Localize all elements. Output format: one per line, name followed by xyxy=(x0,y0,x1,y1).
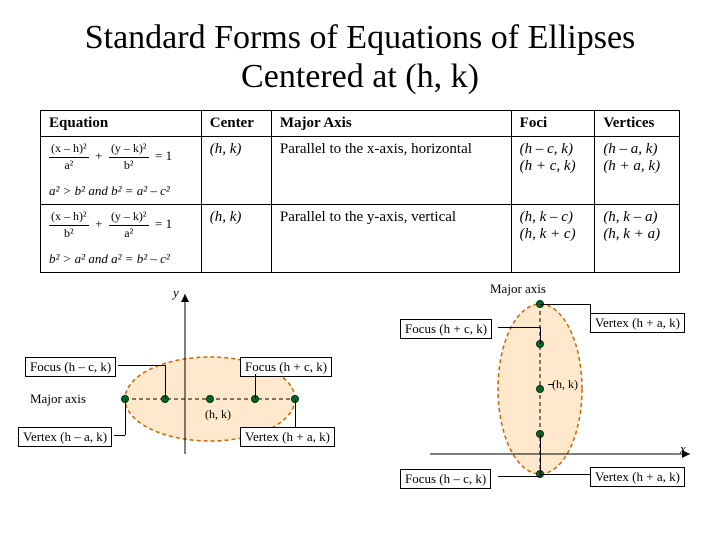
cell-foci: (h – c, k) (h + c, k) xyxy=(511,137,595,205)
center-label-right: (h, k) xyxy=(552,377,578,392)
condition-text: b² > a² and a² = b² – c² xyxy=(49,251,193,268)
major-axis-label-left: Major axis xyxy=(30,391,86,407)
vertex-right-label: Vertex (h + a, k) xyxy=(240,427,335,447)
col-major-axis: Major Axis xyxy=(271,111,511,137)
cell-axis: Parallel to the y-axis, vertical xyxy=(271,205,511,273)
focus-left-label: Focus (h – c, k) xyxy=(25,357,116,377)
x-axis-label: x xyxy=(680,441,686,457)
cell-equation: (x – h)²a² + (y – k)²b² = 1 a² > b² and … xyxy=(41,137,202,205)
col-foci: Foci xyxy=(511,111,595,137)
center-label-left: (h, k) xyxy=(205,407,231,422)
vertex-top-label-right: Vertex (h + a, k) xyxy=(590,313,685,333)
vertex-left-label: Vertex (h – a, k) xyxy=(18,427,112,447)
y-axis-label: y xyxy=(173,285,179,301)
focus-right-label: Focus (h + c, k) xyxy=(240,357,332,377)
condition-text: a² > b² and b² = a² – c² xyxy=(49,183,193,200)
page-title: Standard Forms of Equations of Ellipses … xyxy=(40,18,680,96)
major-axis-label-right: Major axis xyxy=(490,281,546,297)
equations-table: Equation Center Major Axis Foci Vertices… xyxy=(40,110,680,273)
cell-foci: (h, k – c) (h, k + c) xyxy=(511,205,595,273)
table-row: (x – h)²b² + (y – k)²a² = 1 b² > a² and … xyxy=(41,205,680,273)
col-equation: Equation xyxy=(41,111,202,137)
vertex-bottom-label-right: Vertex (h + a, k) xyxy=(590,467,685,487)
cell-axis: Parallel to the x-axis, horizontal xyxy=(271,137,511,205)
cell-equation: (x – h)²b² + (y – k)²a² = 1 b² > a² and … xyxy=(41,205,202,273)
diagrams-area: y Focus (h – c, k) Major axis Vertex (h … xyxy=(0,279,720,499)
diagram-svg xyxy=(0,279,720,499)
col-vertices: Vertices xyxy=(595,111,680,137)
table-header-row: Equation Center Major Axis Foci Vertices xyxy=(41,111,680,137)
table-row: (x – h)²a² + (y – k)²b² = 1 a² > b² and … xyxy=(41,137,680,205)
focus-top-label: Focus (h + c, k) xyxy=(400,319,492,339)
cell-center: (h, k) xyxy=(201,205,271,273)
col-center: Center xyxy=(201,111,271,137)
cell-vertices: (h – a, k) (h + a, k) xyxy=(595,137,680,205)
cell-center: (h, k) xyxy=(201,137,271,205)
cell-vertices: (h, k – a) (h, k + a) xyxy=(595,205,680,273)
focus-bottom-label: Focus (h – c, k) xyxy=(400,469,491,489)
